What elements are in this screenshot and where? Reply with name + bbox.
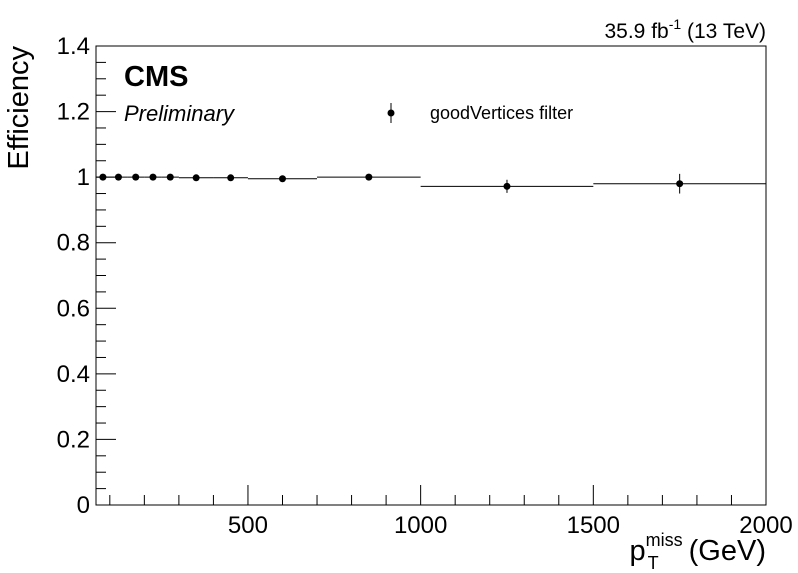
x-axis-title: pmiss T (GeV) [629, 530, 766, 573]
x-tick-label: 1500 [567, 512, 620, 539]
lumi-exponent: -1 [669, 16, 682, 32]
x-tick-label: 500 [228, 512, 268, 539]
legend-entry-label: goodVertices filter [430, 103, 573, 123]
data-point [132, 173, 140, 181]
x-axis-title-unit: (GeV) [681, 535, 766, 567]
data-point [114, 173, 122, 181]
y-axis-title: Efficiency [3, 46, 35, 170]
lumi-label: 35.9 fb-1 (13 TeV) [604, 16, 766, 43]
y-tick-label: 1.4 [57, 33, 90, 60]
data-point [166, 173, 174, 181]
x-tick-label: 2000 [739, 512, 792, 539]
data-point [503, 182, 511, 190]
experiment-label: CMS [124, 61, 188, 93]
legend-marker [387, 109, 395, 117]
data-point [365, 173, 373, 181]
data-point [676, 180, 684, 188]
y-tick-label: 0.2 [57, 426, 90, 453]
lumi-value: 35.9 fb [604, 20, 668, 43]
x-axis-title-subscript: T [648, 553, 659, 573]
axes: 0 0.2 0.4 0.6 0.8 1 1.2 1.4 500 1000 1500 2000 [57, 33, 793, 539]
status-label: Preliminary [124, 101, 236, 126]
energy-value: (13 TeV) [681, 20, 766, 43]
legend: goodVertices filter [387, 103, 573, 123]
data-point [227, 174, 235, 182]
data-point [149, 173, 157, 181]
data-point [99, 173, 107, 181]
y-tick-label: 0.8 [57, 230, 90, 257]
y-tick-label: 0.4 [57, 361, 90, 388]
data-point [278, 175, 286, 183]
data-point [192, 174, 200, 182]
y-tick-label: 0.6 [57, 295, 90, 322]
y-tick-label: 0 [77, 492, 90, 519]
y-tick-label: 1.2 [57, 99, 90, 126]
data-marks [96, 173, 766, 194]
x-axis-title-main: p [629, 535, 645, 567]
y-tick-label: 1 [77, 164, 90, 191]
x-axis-title-superscript: miss [646, 530, 683, 550]
x-tick-label: 1000 [394, 512, 447, 539]
